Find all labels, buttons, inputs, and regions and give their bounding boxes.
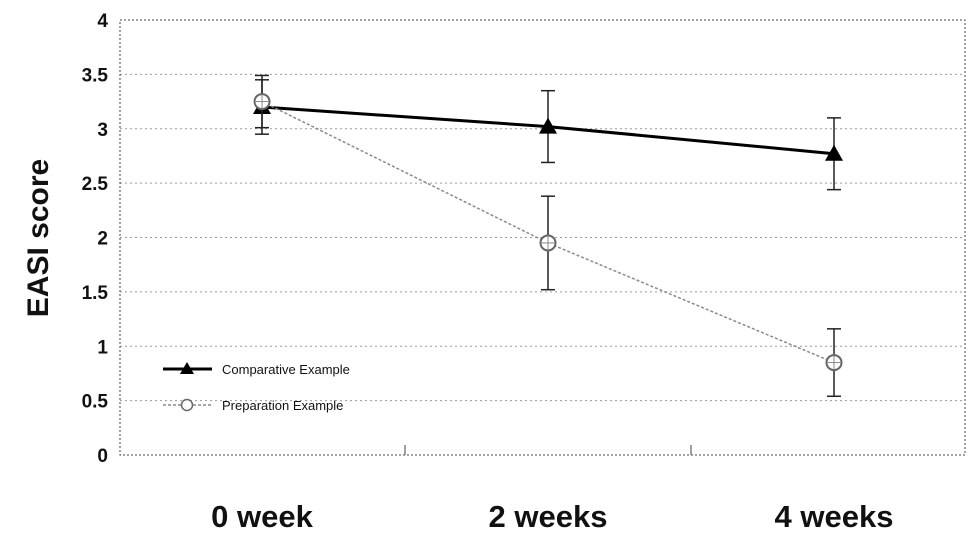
y-tick-label: 3.5: [82, 65, 109, 86]
y-tick-label: 3: [97, 120, 108, 141]
y-tick-label: 2.5: [82, 174, 109, 195]
series-layer: [253, 74, 843, 398]
y-axis-ticks: 0 0.5 1 1.5 2 2.5 3 3.5 4: [82, 11, 109, 467]
x-tick-label: 4 weeks: [775, 499, 894, 534]
legend-item: Preparation Example: [163, 398, 343, 413]
series-comparative-example: [253, 79, 843, 191]
y-tick-label: 1: [97, 337, 108, 358]
gridlines: [120, 73, 965, 402]
x-axis-ticks: 0 week 2 weeks 4 weeks: [211, 445, 893, 534]
data-point-triangle: [539, 117, 557, 134]
y-tick-label: 0.5: [82, 392, 109, 413]
x-tick-label: 2 weeks: [489, 499, 608, 534]
legend: Comparative Example Preparation Example: [163, 362, 350, 413]
y-axis-label: EASI score: [22, 159, 55, 317]
legend-label: Comparative Example: [222, 362, 350, 377]
x-tick-label: 0 week: [211, 499, 313, 534]
legend-triangle-marker: [180, 362, 194, 374]
y-tick-label: 2: [97, 229, 108, 250]
data-point-triangle: [825, 144, 843, 161]
y-tick-label: 4: [97, 11, 108, 32]
legend-label: Preparation Example: [222, 398, 343, 413]
y-tick-label: 1.5: [82, 283, 109, 304]
legend-item: Comparative Example: [163, 362, 350, 377]
y-tick-label: 0: [97, 446, 108, 467]
legend-circle-marker: [180, 398, 194, 412]
series-line: [261, 100, 835, 364]
series-preparation-example: [253, 74, 843, 398]
